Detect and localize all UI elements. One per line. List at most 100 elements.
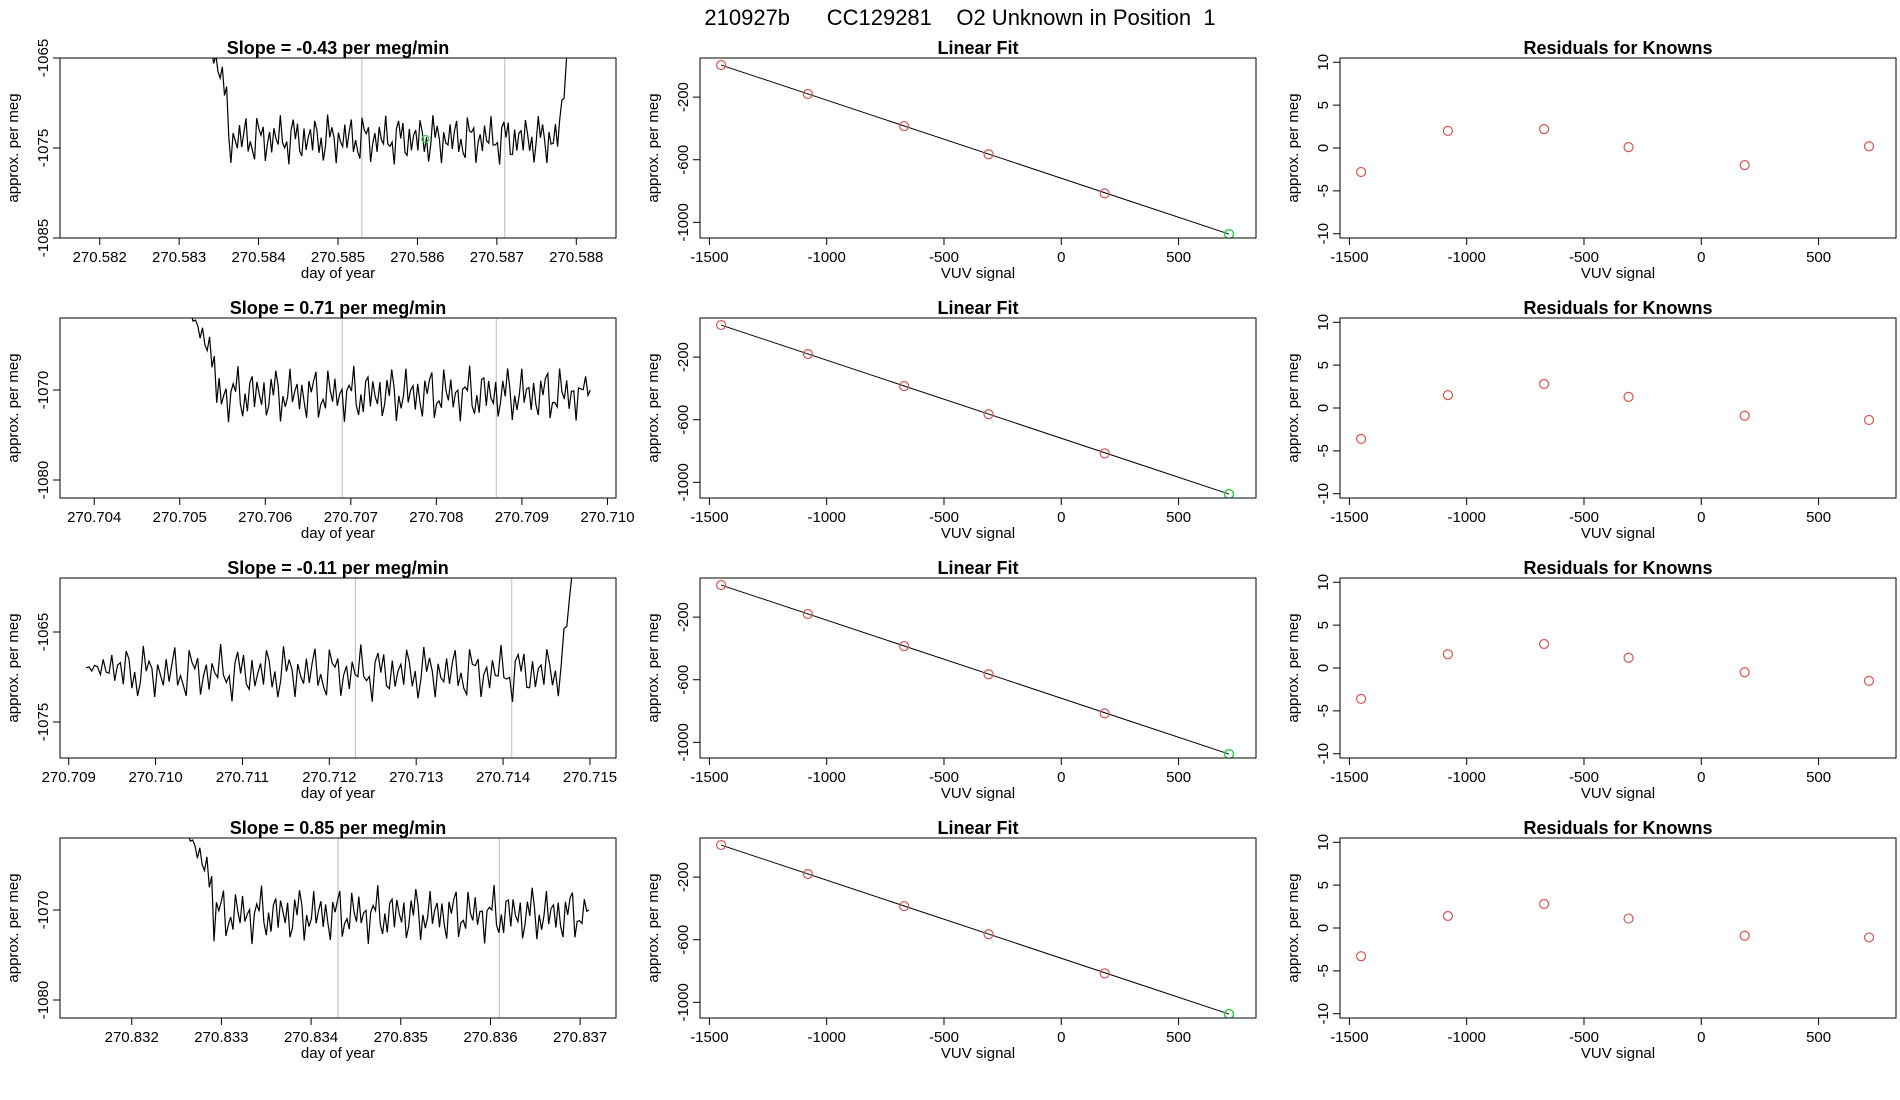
x-tick-label: 270.711 — [216, 769, 269, 786]
x-tick-label: 270.588 — [549, 249, 603, 266]
x-tick-label: 270.708 — [409, 509, 463, 526]
y-tick-label: 0 — [1315, 664, 1332, 672]
data-point — [802, 608, 814, 620]
y-tick-label: -10 — [1315, 1003, 1332, 1025]
x-tick-label: 0 — [1057, 1029, 1065, 1046]
y-axis: -1000 -600 -200 — [675, 342, 700, 502]
x-tick-label: 0 — [1057, 249, 1065, 266]
y-axis-label: approx. per meg — [5, 93, 22, 202]
panel-title: Residuals for Knowns — [1523, 818, 1712, 838]
y-axis-label: approx. per meg — [1285, 873, 1302, 982]
x-axis-label: day of year — [301, 785, 375, 802]
x-tick-label: 270.832 — [105, 1029, 159, 1046]
unknown-point — [1223, 1008, 1235, 1018]
plot-area — [1356, 638, 1875, 704]
y-tick-label: -5 — [1315, 964, 1332, 977]
data-point — [1099, 968, 1110, 979]
data-point — [1739, 667, 1750, 678]
x-tick-label: 270.704 — [67, 509, 121, 526]
y-tick-label: -1065 — [35, 613, 52, 651]
x-tick-label: -1000 — [807, 769, 845, 786]
x-tick-label: -500 — [929, 509, 959, 526]
data-point — [899, 640, 910, 652]
x-tick-label: 500 — [1806, 1029, 1831, 1046]
x-axis: 270.709 270.710 270.711 270.712 270.713 270.7… — [42, 758, 617, 786]
y-axis: -1085 -1075 -1065 — [35, 39, 60, 257]
plot-area — [1356, 898, 1875, 962]
x-tick-label: -1500 — [1330, 249, 1368, 266]
fit-line — [720, 324, 1230, 495]
x-tick-label: 0 — [1697, 1029, 1705, 1046]
x-tick-label: -500 — [1569, 249, 1599, 266]
x-tick-label: 270.833 — [194, 1029, 248, 1046]
x-axis: -1500 -1000 -500 0 500 — [1330, 498, 1831, 526]
x-tick-label: 270.710 — [580, 509, 634, 526]
x-tick-label: 270.586 — [390, 249, 444, 266]
x-tick-label: 270.712 — [302, 769, 356, 786]
y-axis: -1000 -600 -200 — [675, 82, 700, 242]
x-axis: -1500 -1000 -500 0 500 — [690, 238, 1191, 266]
y-tick-label: -600 — [675, 405, 692, 435]
y-axis: -10 -5 0 5 10 — [1315, 834, 1340, 1025]
x-tick-label: 0 — [1697, 769, 1705, 786]
y-tick-label: -10 — [1315, 483, 1332, 505]
data-point — [899, 120, 910, 132]
x-axis: 270.704 270.705 270.706 270.707 270.708 270.7… — [67, 498, 635, 526]
x-tick-label: 270.835 — [374, 1029, 428, 1046]
y-tick-label: -10 — [1315, 743, 1332, 765]
y-axis: -10 -5 0 5 10 — [1315, 574, 1340, 765]
x-axis-label: VUV signal — [941, 785, 1015, 802]
y-axis: -1075 -1065 — [35, 613, 60, 741]
y-tick-label: 5 — [1315, 881, 1332, 889]
x-tick-label: 270.713 — [389, 769, 443, 786]
data-point — [1099, 708, 1110, 719]
y-tick-label: -200 — [675, 82, 692, 112]
y-tick-label: 5 — [1315, 101, 1332, 109]
x-tick-label: -1000 — [1447, 769, 1485, 786]
x-tick-label: -500 — [1569, 1029, 1599, 1046]
plot-frame — [699, 57, 1257, 239]
data-point — [1863, 141, 1875, 152]
panel-3-3: Residuals for Knowns VUV signal approx. pe… — [1285, 558, 1897, 802]
plot-area — [716, 59, 1235, 238]
x-tick-label: -1000 — [1447, 509, 1485, 526]
x-axis: 270.832 270.833 270.834 270.835 270.836 270.8… — [105, 1018, 607, 1046]
x-tick-label: 500 — [1166, 249, 1191, 266]
x-axis: -1500 -1000 -500 0 500 — [690, 498, 1191, 526]
y-axis: -1080 -1070 — [35, 371, 60, 499]
plot-area — [716, 579, 1235, 758]
x-tick-label: -1000 — [1447, 1029, 1485, 1046]
y-axis: -1000 -600 -200 — [675, 602, 700, 762]
x-axis-label: VUV signal — [1581, 265, 1655, 282]
plot-frame — [699, 837, 1257, 1019]
y-tick-label: -5 — [1315, 444, 1332, 457]
data-point — [1623, 652, 1634, 663]
y-axis: -1000 -600 -200 — [675, 862, 700, 1022]
y-tick-label: 10 — [1315, 574, 1332, 591]
data-point — [983, 929, 994, 940]
x-tick-label: 500 — [1806, 509, 1831, 526]
y-axis-label: approx. per meg — [645, 93, 662, 202]
x-tick-label: 270.709 — [42, 769, 96, 786]
panel-title: Slope = 0.71 per meg/min — [230, 298, 447, 318]
y-tick-label: 0 — [1315, 404, 1332, 412]
panel-4-3: Residuals for Knowns VUV signal approx. pe… — [1285, 818, 1897, 1062]
y-tick-label: -200 — [675, 602, 692, 632]
panel-3-1: Slope = -0.11 per meg/min day of year appr… — [5, 558, 617, 802]
data-point — [716, 839, 727, 851]
fit-line — [720, 64, 1230, 235]
y-tick-label: -1000 — [675, 723, 692, 761]
data-point — [1442, 649, 1454, 660]
x-tick-label: -500 — [929, 769, 959, 786]
x-tick-label: 270.706 — [238, 509, 292, 526]
data-point — [983, 669, 994, 680]
x-tick-label: 270.707 — [324, 509, 378, 526]
x-axis-label: VUV signal — [941, 265, 1015, 282]
data-point — [1539, 378, 1550, 390]
x-tick-label: 500 — [1806, 769, 1831, 786]
x-tick-label: 270.582 — [73, 249, 127, 266]
data-point — [1863, 675, 1875, 686]
panel-title: Linear Fit — [937, 38, 1018, 58]
x-tick-label: 500 — [1166, 509, 1191, 526]
data-point — [1442, 390, 1454, 401]
